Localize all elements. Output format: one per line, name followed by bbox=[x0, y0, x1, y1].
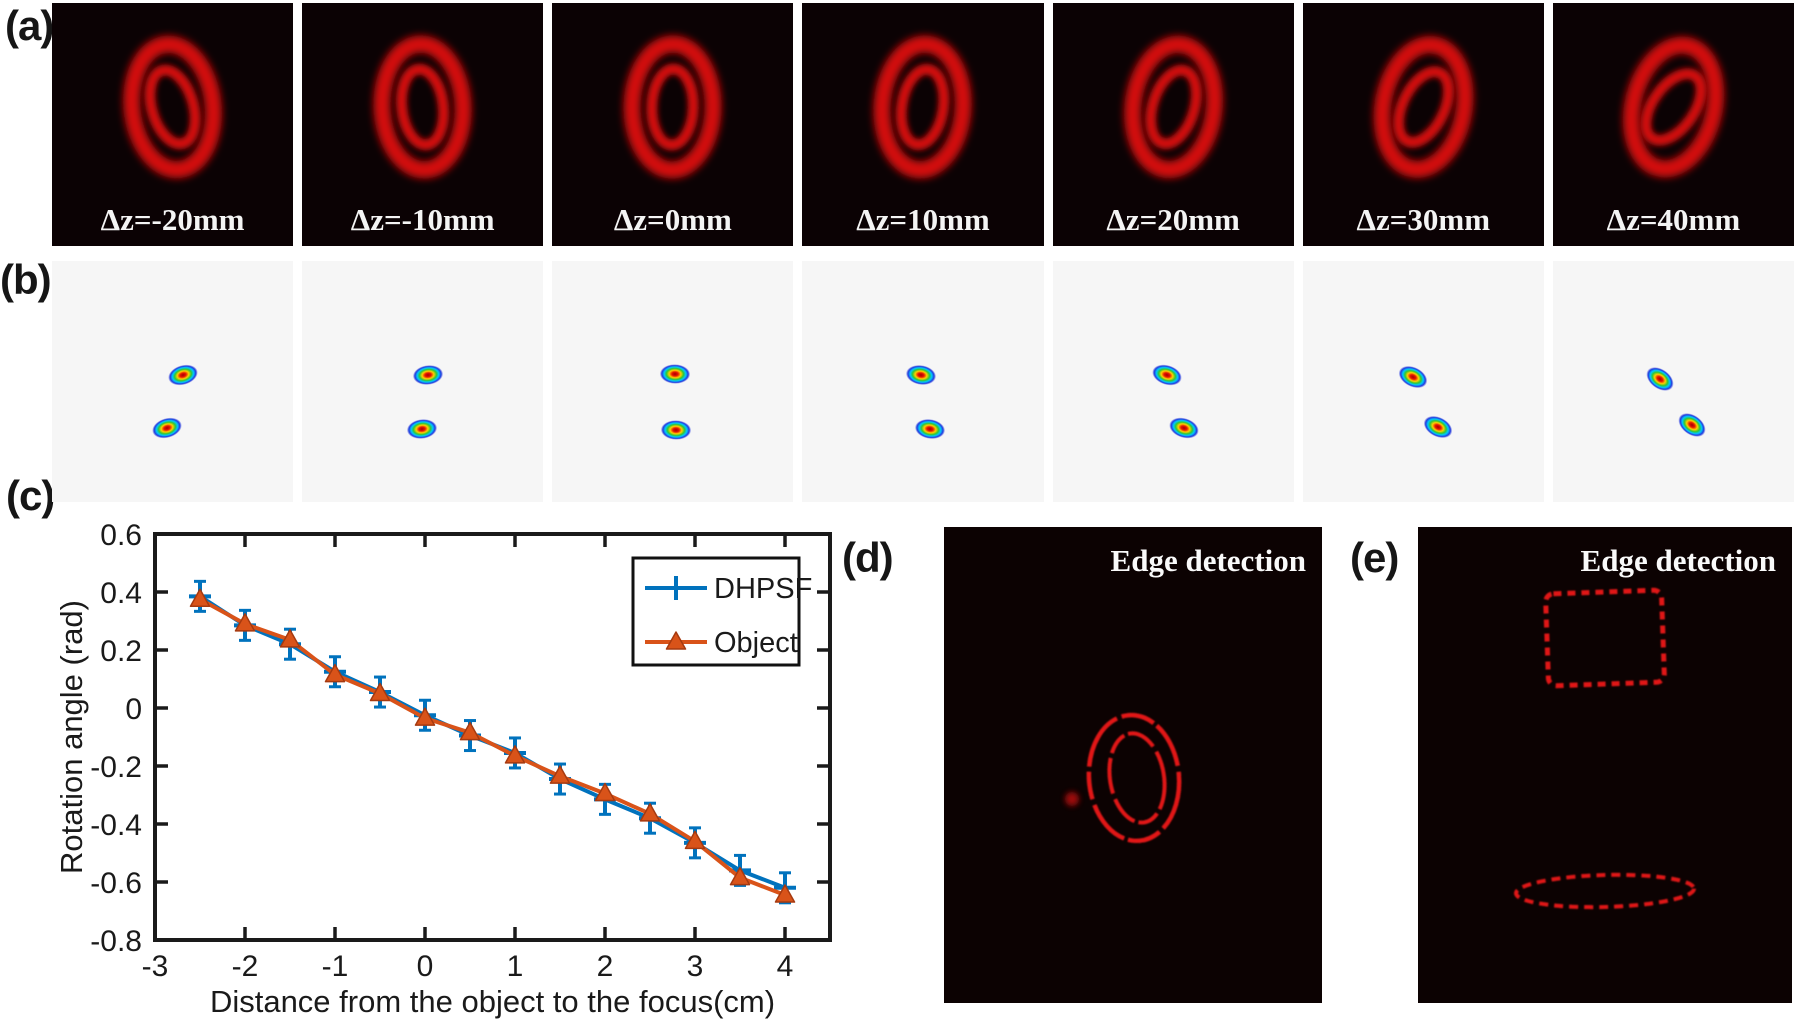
legend-box bbox=[631, 556, 801, 667]
psf-lobe-spot bbox=[165, 361, 201, 390]
x-tick-label: 1 bbox=[507, 950, 524, 983]
psf-lobe-spot bbox=[1641, 362, 1679, 397]
psf-lobe-spot bbox=[1673, 407, 1711, 442]
y-tick-label: 0 bbox=[125, 693, 142, 726]
psf-lobe-spot bbox=[411, 362, 446, 387]
rotation-angle-plot: -3 -2 -1 0 1 2 3 4 0.6 0.4 0.2 0 -0.2 -0.4 -0.6 -0.8 Dis… bbox=[60, 519, 832, 1019]
panel-b-label: (b) bbox=[0, 256, 52, 303]
triangle-marker bbox=[774, 884, 796, 903]
triangle-marker bbox=[639, 803, 661, 822]
dz-label: Δz=10mm bbox=[856, 202, 990, 237]
y-tick-label: -0.4 bbox=[90, 809, 142, 842]
psf-lobe-spot bbox=[904, 362, 938, 387]
red-ring-object bbox=[1123, 35, 1223, 179]
x-tick-label: -1 bbox=[322, 950, 349, 983]
panel-d-label: (d) bbox=[842, 534, 894, 581]
defocus-image-row: Δz=-20mm Δz=-10mm Δz=0mm Δz=10mm Δz=20mm Δz=3… bbox=[52, 3, 1794, 246]
x-tick-label: 2 bbox=[597, 950, 614, 983]
defocus-image-panel: Δz=-20mm bbox=[52, 3, 294, 246]
edge-detection-title-d: Edge detection bbox=[1110, 543, 1306, 578]
psf-lobe-spot bbox=[658, 363, 691, 385]
psf-image-row bbox=[52, 261, 1794, 502]
defocus-image-panel: Δz=20mm bbox=[1052, 3, 1294, 246]
triangle-marker bbox=[729, 866, 751, 886]
x-axis-label: Distance from the object to the focus(cm… bbox=[210, 984, 775, 1019]
triangle-marker bbox=[414, 707, 436, 726]
dz-label: Δz=20mm bbox=[1106, 202, 1240, 237]
psf-image-panel bbox=[52, 261, 294, 502]
edge-detected-square-and-line-drawing bbox=[1514, 587, 1696, 910]
triangle-marker bbox=[684, 830, 706, 850]
x-tick-label: 4 bbox=[777, 950, 794, 983]
red-ring-object bbox=[623, 35, 722, 179]
x-tick-label: 3 bbox=[687, 950, 704, 983]
triangle-marker bbox=[324, 663, 346, 683]
triangle-marker bbox=[665, 631, 687, 650]
edge-detection-panel-d: Edge detection bbox=[944, 527, 1322, 1003]
defocus-image-panel: Δz=-10mm bbox=[302, 3, 544, 246]
edge-detection-title-e: Edge detection bbox=[1580, 543, 1776, 578]
triangle-marker bbox=[234, 613, 256, 632]
triangle-marker bbox=[594, 782, 616, 802]
psf-image-panel bbox=[302, 261, 544, 502]
dz-label: Δz=30mm bbox=[1356, 202, 1491, 237]
psf-lobe-spot bbox=[1166, 414, 1202, 443]
psf-image-panel bbox=[552, 261, 794, 502]
psf-lobe-spot bbox=[912, 417, 947, 442]
red-ring-object bbox=[123, 35, 222, 179]
edge-detected-ring-drawing bbox=[1065, 712, 1182, 844]
psf-lobe-spot bbox=[405, 417, 439, 442]
red-ring-object bbox=[873, 35, 973, 179]
y-tick-label: 0.4 bbox=[100, 577, 142, 610]
red-ring-object bbox=[1373, 36, 1474, 178]
panel-e-label: (e) bbox=[1350, 534, 1399, 581]
psf-image-panel bbox=[1052, 261, 1294, 502]
psf-lobe-spot bbox=[1395, 361, 1432, 394]
red-ring-object bbox=[1622, 36, 1724, 178]
psf-lobe-spot bbox=[1149, 361, 1185, 390]
triangle-marker bbox=[504, 745, 526, 764]
panel-a-label: (a) bbox=[5, 2, 54, 49]
triangle-marker bbox=[189, 588, 211, 607]
chart-plot-box bbox=[153, 532, 832, 942]
legend-entry-label: DHPSF bbox=[714, 573, 812, 605]
triangle-marker bbox=[369, 682, 391, 702]
red-ring-object bbox=[373, 35, 472, 179]
dz-label: Δz=-20mm bbox=[100, 202, 245, 237]
psf-lobe-spot bbox=[149, 414, 185, 443]
y-tick-label: 0.6 bbox=[100, 519, 142, 552]
psf-lobe-spot bbox=[660, 419, 692, 441]
psf-lobe-spot bbox=[1419, 410, 1457, 443]
psf-image-panel bbox=[1552, 261, 1794, 502]
y-tick-label: -0.8 bbox=[90, 925, 142, 958]
dz-label: Δz=-10mm bbox=[350, 202, 495, 237]
legend-entry-label: Object bbox=[714, 627, 798, 659]
y-axis-label: Rotation angle (rad) bbox=[60, 600, 89, 874]
psf-image-panel bbox=[1302, 261, 1544, 502]
triangle-marker bbox=[279, 629, 301, 648]
x-tick-label: 0 bbox=[417, 950, 434, 983]
triangle-marker bbox=[549, 765, 571, 784]
x-tick-label: -3 bbox=[142, 950, 169, 983]
rotation-angle-chart: -3 -2 -1 0 1 2 3 4 0.6 0.4 0.2 0 -0.2 -0.4 -0.6 -0.8 Dis… bbox=[60, 476, 870, 1020]
x-tick-label: -2 bbox=[232, 950, 259, 983]
edge-detection-panel-e: Edge detection bbox=[1418, 527, 1792, 1003]
dz-label: Δz=0mm bbox=[613, 202, 732, 237]
triangle-marker bbox=[459, 721, 481, 741]
dz-label: Δz=40mm bbox=[1606, 202, 1741, 237]
defocus-image-panel: Δz=30mm bbox=[1302, 3, 1544, 246]
psf-image-panel bbox=[802, 261, 1044, 502]
defocus-image-panel: Δz=10mm bbox=[802, 3, 1044, 246]
defocus-image-panel: Δz=0mm bbox=[552, 3, 794, 246]
y-tick-label: 0.2 bbox=[100, 635, 142, 668]
y-tick-label: -0.2 bbox=[90, 751, 142, 784]
y-tick-label: -0.6 bbox=[90, 867, 142, 900]
panel-c-label: (c) bbox=[6, 472, 55, 519]
defocus-image-panel: Δz=40mm bbox=[1552, 3, 1794, 246]
